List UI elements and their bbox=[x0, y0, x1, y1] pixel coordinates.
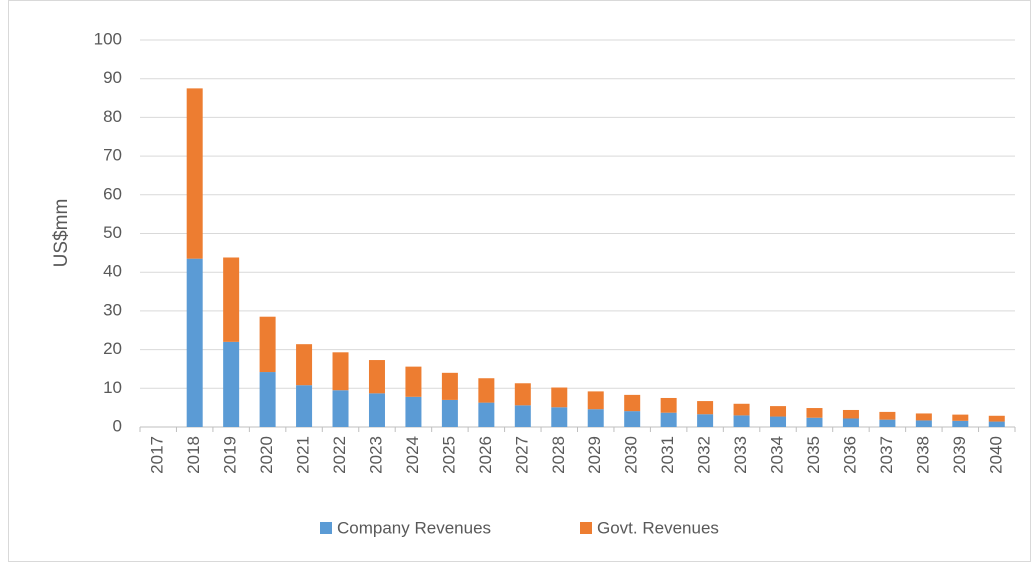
bar-segment bbox=[368, 393, 385, 427]
y-tick-label: 20 bbox=[103, 339, 122, 358]
bar-segment bbox=[770, 406, 787, 417]
x-tick-label: 2031 bbox=[658, 436, 677, 474]
bar-segment bbox=[587, 409, 604, 427]
legend-swatch bbox=[580, 522, 592, 534]
x-tick-label: 2023 bbox=[366, 436, 385, 474]
bar-segment bbox=[770, 416, 787, 427]
x-tick-label: 2025 bbox=[439, 436, 458, 474]
legend-label: Company Revenues bbox=[337, 518, 491, 537]
bar-segment bbox=[842, 418, 859, 427]
bar-segment bbox=[915, 420, 932, 427]
x-tick-label: 2019 bbox=[221, 436, 240, 474]
x-tick-label: 2032 bbox=[695, 436, 714, 474]
bar-segment bbox=[952, 414, 969, 421]
bar-segment bbox=[624, 411, 641, 427]
bar-segment bbox=[915, 413, 932, 421]
x-tick-label: 2018 bbox=[184, 436, 203, 474]
bar-segment bbox=[879, 411, 896, 420]
bar-segment bbox=[478, 402, 495, 427]
bar-segment bbox=[697, 401, 714, 415]
bar-segment bbox=[806, 408, 823, 418]
legend-swatch bbox=[320, 522, 332, 534]
x-tick-label: 2028 bbox=[549, 436, 568, 474]
bar-segment bbox=[514, 405, 531, 427]
bar-segment bbox=[733, 403, 750, 416]
legend-label: Govt. Revenues bbox=[597, 518, 719, 537]
bar-segment bbox=[332, 390, 349, 427]
x-tick-label: 2037 bbox=[877, 436, 896, 474]
bar-segment bbox=[259, 372, 276, 427]
bar-segment bbox=[441, 399, 458, 427]
x-tick-label: 2029 bbox=[585, 436, 604, 474]
bar-segment bbox=[842, 409, 859, 419]
y-tick-label: 10 bbox=[103, 378, 122, 397]
x-tick-label: 2020 bbox=[257, 436, 276, 474]
x-tick-label: 2026 bbox=[476, 436, 495, 474]
y-tick-label: 50 bbox=[103, 223, 122, 242]
bar-segment bbox=[296, 385, 313, 427]
bar-segment bbox=[223, 257, 240, 342]
bar-segment bbox=[697, 414, 714, 427]
x-tick-label: 2030 bbox=[622, 436, 641, 474]
chart-border bbox=[8, 0, 1031, 562]
bar-segment bbox=[514, 383, 531, 406]
bar-segment bbox=[551, 387, 568, 408]
bar-segment bbox=[332, 352, 349, 391]
x-tick-label: 2040 bbox=[986, 436, 1005, 474]
bar-segment bbox=[879, 419, 896, 427]
bar-segment bbox=[733, 415, 750, 427]
bar-segment bbox=[587, 391, 604, 410]
bar-segment bbox=[405, 396, 422, 427]
x-tick-label: 2027 bbox=[512, 436, 531, 474]
bar-segment bbox=[478, 378, 495, 403]
x-tick-label: 2024 bbox=[403, 436, 422, 474]
bar-segment bbox=[186, 258, 203, 427]
y-tick-label: 30 bbox=[103, 300, 122, 319]
bar-segment bbox=[223, 341, 240, 427]
y-tick-label: 60 bbox=[103, 184, 122, 203]
bar-segment bbox=[186, 88, 203, 259]
x-tick-label: 2033 bbox=[731, 436, 750, 474]
x-tick-label: 2034 bbox=[768, 436, 787, 474]
bar-segment bbox=[259, 316, 276, 373]
bar-segment bbox=[405, 366, 422, 397]
x-tick-label: 2017 bbox=[148, 436, 167, 474]
y-tick-label: 80 bbox=[103, 107, 122, 126]
bar-segment bbox=[952, 420, 969, 427]
bar-segment bbox=[660, 397, 677, 413]
y-axis-title: US$mm bbox=[51, 199, 72, 268]
bar-segment bbox=[660, 412, 677, 427]
x-tick-label: 2036 bbox=[840, 436, 859, 474]
bar-segment bbox=[988, 421, 1005, 427]
x-tick-label: 2038 bbox=[913, 436, 932, 474]
x-tick-label: 2039 bbox=[950, 436, 969, 474]
y-tick-label: 90 bbox=[103, 68, 122, 87]
y-tick-label: 40 bbox=[103, 262, 122, 281]
bar-segment bbox=[624, 394, 641, 412]
x-tick-label: 2021 bbox=[294, 436, 313, 474]
bar-segment bbox=[551, 407, 568, 427]
x-tick-label: 2035 bbox=[804, 436, 823, 474]
bar-segment bbox=[296, 344, 313, 386]
bar-segment bbox=[988, 415, 1005, 422]
bar-segment bbox=[368, 360, 385, 394]
bar-segment bbox=[441, 372, 458, 400]
y-tick-label: 100 bbox=[94, 29, 122, 48]
x-tick-label: 2022 bbox=[330, 436, 349, 474]
y-tick-label: 70 bbox=[103, 146, 122, 165]
y-tick-label: 0 bbox=[113, 416, 122, 435]
bar-segment bbox=[806, 417, 823, 427]
